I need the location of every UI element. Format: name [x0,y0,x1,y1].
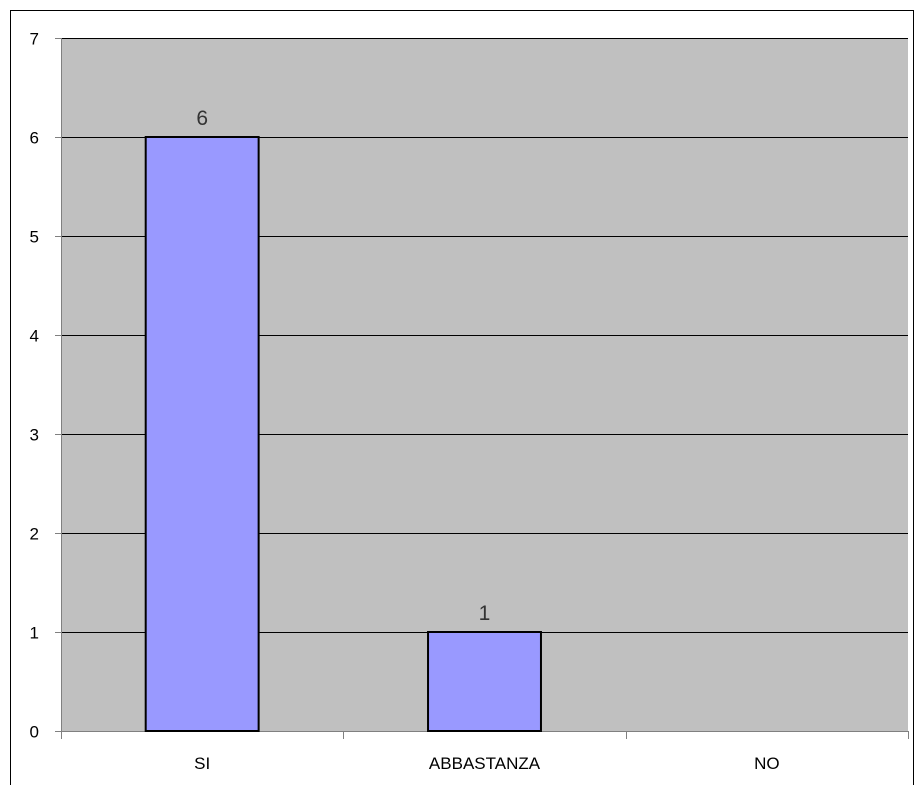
bar [427,631,542,732]
y-tick-label: 3 [30,426,39,445]
y-tick-label: 5 [30,228,39,247]
bars [144,136,542,732]
y-tick-label: 6 [30,129,39,148]
y-tick-label: 1 [30,624,39,643]
y-tick-label: 0 [30,723,39,742]
x-tick-label: SI [194,754,210,773]
y-tick-label: 4 [30,327,39,346]
x-tick-label: NO [754,754,780,773]
y-tick-label: 7 [30,30,39,49]
data-label: 1 [479,602,491,625]
y-tick-label: 2 [30,525,39,544]
chart-frame [10,10,914,785]
bar [144,136,260,732]
x-tick-label: ABBASTANZA [429,754,541,773]
data-label: 6 [196,107,208,130]
labels: 0 1 2 3 4 5 6 7 6 SI 1 ABBASTANZA NO [30,30,780,774]
